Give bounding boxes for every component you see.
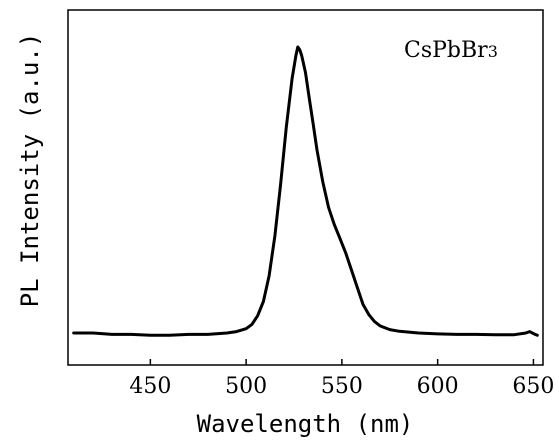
y-axis-label: PL Intensity (a.u.) bbox=[16, 33, 44, 308]
plot-frame bbox=[67, 9, 544, 366]
x-tick-label: 500 bbox=[225, 374, 267, 399]
pl-curve bbox=[72, 45, 539, 337]
sample-label: CsPbBr3 bbox=[404, 38, 498, 63]
x-tick-label: 450 bbox=[129, 374, 171, 399]
sample-label-subscript: 3 bbox=[488, 42, 498, 61]
x-tick-label: 550 bbox=[321, 374, 363, 399]
x-axis-tick-labels: 450 500 550 600 650 bbox=[129, 374, 554, 399]
x-axis-ticks bbox=[149, 359, 535, 365]
sample-label-main: CsPbBr bbox=[404, 38, 488, 63]
x-tick-label: 650 bbox=[512, 374, 554, 399]
x-axis-label: Wavelength (nm) bbox=[197, 410, 414, 438]
x-tick-label: 600 bbox=[417, 374, 459, 399]
